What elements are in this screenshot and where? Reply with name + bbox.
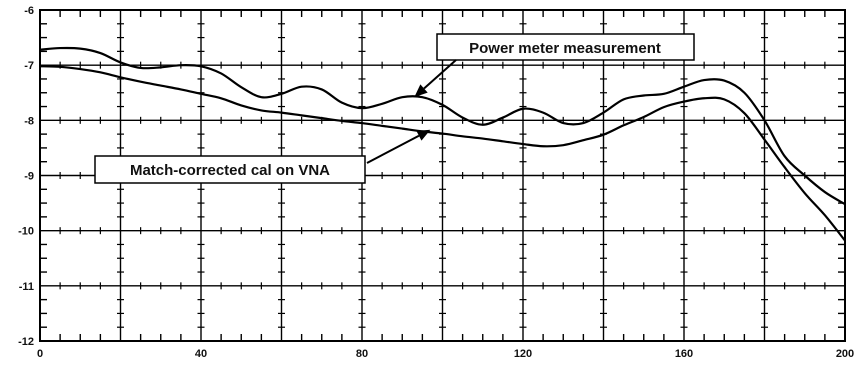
minor-ticks bbox=[40, 10, 845, 341]
y-tick-label: -7 bbox=[24, 60, 34, 72]
annotation-power-meter-arrow bbox=[423, 59, 457, 90]
x-tick-label: 120 bbox=[514, 348, 532, 360]
x-tick-label: 160 bbox=[675, 348, 693, 360]
series-line-1 bbox=[39, 46, 846, 206]
annotation-power-meter-text: Power meter measurement bbox=[469, 40, 661, 57]
y-tick-label: -8 bbox=[24, 115, 34, 127]
series-line-2 bbox=[39, 65, 846, 242]
annotation-vna-arrow bbox=[366, 134, 420, 164]
x-tick-label: 200 bbox=[836, 348, 854, 360]
x-tick-label: 40 bbox=[195, 348, 207, 360]
x-tick-label: 0 bbox=[37, 348, 43, 360]
annotation-vna-arrowhead bbox=[416, 129, 431, 141]
y-tick-label: -12 bbox=[18, 336, 34, 348]
y-tick-label: -6 bbox=[24, 5, 34, 17]
x-axis-ticks: 0 40 80 120 160 200 bbox=[37, 348, 854, 360]
y-tick-label: -10 bbox=[18, 226, 34, 238]
y-tick-label: -9 bbox=[24, 171, 34, 183]
annotation-vna: Match-corrected cal on VNA bbox=[94, 129, 431, 184]
y-tick-label: -11 bbox=[19, 281, 34, 293]
annotation-power-meter-arrowhead bbox=[414, 84, 428, 98]
annotation-power-meter-box bbox=[436, 33, 695, 61]
annotation-power-meter: Power meter measurement bbox=[414, 33, 695, 98]
x-tick-label: 80 bbox=[356, 348, 368, 360]
y-axis-ticks: -6 -7 -8 -9 -10 -11 -12 bbox=[18, 5, 34, 348]
annotation-vna-text: Match-corrected cal on VNA bbox=[130, 162, 330, 179]
series-group bbox=[39, 46, 846, 242]
annotation-vna-box bbox=[94, 155, 366, 184]
